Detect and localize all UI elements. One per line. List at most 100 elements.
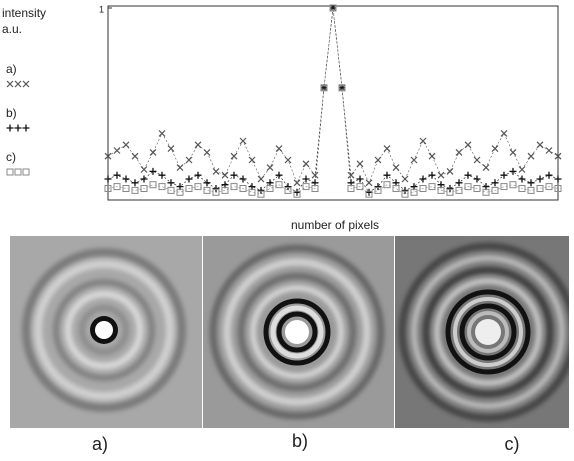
marker-x — [293, 179, 301, 187]
marker-square — [113, 183, 121, 191]
marker-square — [248, 188, 256, 196]
marker-x — [446, 167, 454, 175]
image-label: a) — [92, 434, 108, 454]
marker-square — [491, 186, 499, 194]
marker-square — [194, 183, 202, 191]
marker-x — [149, 148, 157, 156]
marker-x — [410, 156, 418, 164]
marker-plus — [500, 171, 508, 179]
marker-square — [464, 183, 472, 191]
marker-square — [455, 186, 463, 194]
marker-x — [167, 145, 175, 153]
marker-x — [104, 152, 112, 160]
marker-x — [140, 166, 148, 173]
marker-square — [293, 190, 301, 198]
legend-label: a) — [6, 62, 17, 76]
legend-label: b) — [6, 106, 17, 120]
marker-plus — [545, 171, 553, 179]
marker-x — [482, 164, 490, 172]
marker-x — [536, 141, 544, 149]
legend-marker — [14, 124, 22, 132]
marker-x — [500, 129, 508, 137]
marker-plus — [491, 179, 499, 187]
marker-x — [284, 156, 292, 164]
marker-x — [365, 179, 373, 187]
marker-square — [383, 181, 391, 189]
marker-x — [392, 164, 400, 172]
marker-plus — [464, 171, 472, 179]
marker-square — [329, 4, 337, 12]
marker-square — [230, 183, 238, 191]
legend-label: c) — [6, 150, 16, 164]
marker-plus — [167, 179, 175, 187]
y-axis-label: a.u. — [2, 22, 22, 36]
image-label: c) — [505, 434, 520, 454]
marker-x — [185, 156, 193, 164]
marker-plus — [518, 175, 526, 183]
marker-square — [392, 185, 400, 192]
marker-x — [311, 171, 319, 179]
marker-x — [455, 148, 463, 156]
marker-plus — [230, 171, 238, 179]
marker-plus — [527, 179, 535, 187]
marker-plus — [536, 175, 544, 183]
marker-plus — [149, 167, 157, 175]
marker-x — [230, 152, 238, 160]
plot-frame — [107, 5, 559, 201]
marker-plus — [212, 185, 220, 192]
marker-square — [536, 185, 544, 192]
legend-marker — [6, 168, 14, 176]
marker-plus — [401, 186, 409, 194]
marker-square — [122, 185, 130, 192]
marker-x — [122, 141, 130, 149]
marker-plus — [509, 167, 517, 175]
marker-plus — [293, 188, 301, 196]
marker-plus — [194, 171, 202, 179]
marker-square — [482, 188, 490, 196]
marker-plus — [374, 183, 382, 191]
marker-x — [401, 175, 409, 183]
marker-x — [491, 145, 499, 153]
marker-square — [140, 185, 148, 192]
marker-x — [248, 156, 256, 164]
marker-x — [194, 141, 202, 149]
marker-square — [419, 185, 427, 192]
marker-x — [428, 152, 436, 160]
legend-marker — [14, 168, 22, 176]
marker-square — [266, 185, 274, 192]
legend-marker — [22, 80, 30, 88]
y-tick-label: 1 — [99, 4, 104, 14]
marker-square — [437, 186, 445, 194]
marker-square — [365, 190, 373, 198]
marker-square — [149, 181, 157, 189]
marker-x — [419, 137, 427, 145]
marker-square — [239, 185, 247, 192]
marker-square — [302, 183, 310, 191]
marker-square — [428, 183, 436, 191]
marker-x — [545, 147, 553, 154]
marker-x — [374, 156, 382, 164]
marker-square — [203, 186, 211, 194]
marker-plus — [275, 171, 283, 179]
marker-plus — [473, 175, 481, 183]
marker-plus — [365, 188, 373, 196]
marker-x — [383, 145, 391, 153]
marker-plus — [122, 175, 130, 183]
marker-square — [257, 190, 265, 198]
marker-plus — [158, 171, 166, 179]
series-line — [107, 7, 559, 193]
marker-x — [464, 141, 472, 149]
marker-plus — [239, 175, 247, 183]
marker-square — [509, 181, 517, 189]
marker-square — [104, 185, 112, 192]
marker-square — [347, 185, 355, 192]
legend-marker — [14, 80, 22, 88]
marker-square — [212, 188, 220, 196]
marker-x — [302, 160, 310, 168]
marker-plus — [131, 179, 139, 187]
marker-square — [554, 185, 562, 192]
marker-x — [266, 164, 274, 172]
x-axis-label: number of pixels — [291, 218, 379, 232]
y-axis-label: intensity — [2, 6, 46, 20]
